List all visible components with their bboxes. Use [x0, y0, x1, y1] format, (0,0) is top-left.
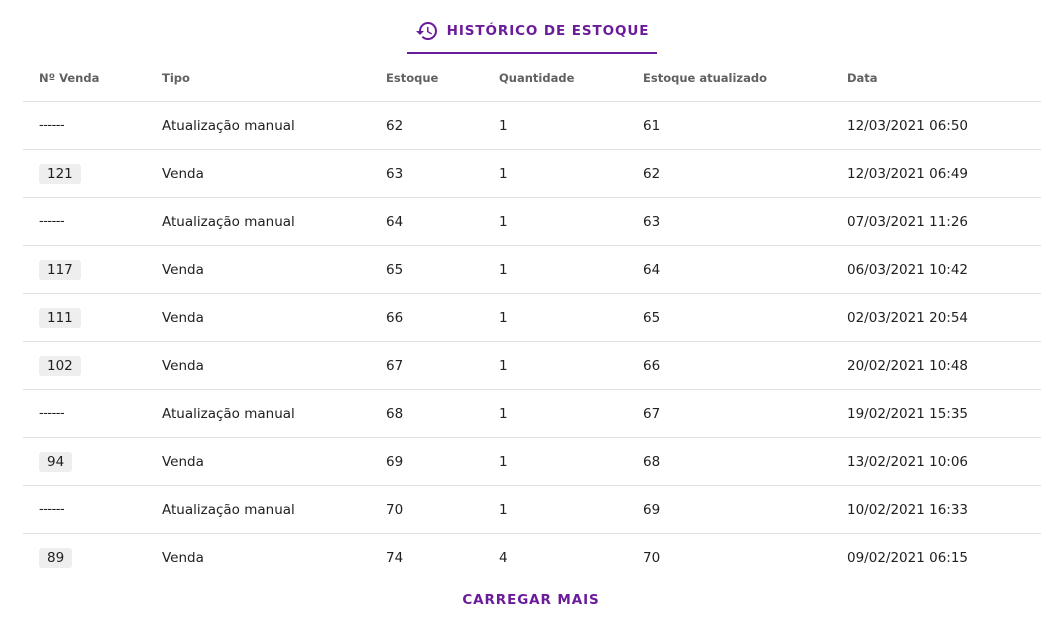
tab-active-indicator — [407, 52, 657, 54]
stock-cell: 70 — [386, 501, 404, 518]
quantity-cell: 1 — [499, 453, 508, 470]
stock-cell: 68 — [386, 405, 404, 422]
sale-number-chip[interactable]: 121 — [39, 163, 81, 184]
quantity-cell: 1 — [499, 501, 508, 518]
table-row: 117 Venda 65 1 64 06/03/2021 10:42 — [23, 246, 1041, 294]
sale-number-chip[interactable]: 111 — [39, 307, 81, 328]
type-cell: Atualização manual — [162, 405, 295, 422]
stock-cell: 66 — [386, 309, 404, 326]
sale-number-chip[interactable]: 89 — [39, 548, 73, 568]
date-cell: 12/03/2021 06:50 — [847, 117, 969, 134]
quantity-cell: 1 — [499, 165, 508, 182]
tab-label: HISTÓRICO DE ESTOQUE — [446, 23, 650, 39]
sale-number-cell: 94 — [39, 451, 73, 472]
table-row: 94 Venda 69 1 68 13/02/2021 10:06 — [23, 438, 1041, 486]
sale-number-empty: ------ — [39, 214, 65, 229]
date-cell: 10/02/2021 16:33 — [847, 501, 969, 518]
quantity-cell: 1 — [499, 117, 508, 134]
updated-stock-cell: 68 — [643, 453, 661, 470]
updated-stock-cell: 63 — [643, 213, 661, 230]
table-row: 121 Venda 63 1 62 12/03/2021 06:49 — [23, 150, 1041, 198]
sale-number-cell: 117 — [39, 259, 81, 280]
quantity-cell: 1 — [499, 405, 508, 422]
stock-cell: 62 — [386, 117, 404, 134]
sale-number-cell: 121 — [39, 163, 81, 184]
date-cell: 06/03/2021 10:42 — [847, 261, 969, 278]
stock-cell: 74 — [386, 550, 404, 566]
quantity-cell: 1 — [499, 261, 508, 278]
updated-stock-cell: 70 — [643, 550, 661, 566]
sale-number-empty: ------ — [39, 502, 65, 517]
type-cell: Venda — [162, 453, 204, 470]
quantity-cell: 1 — [499, 309, 508, 326]
header-updated-stock: Estoque atualizado — [643, 70, 767, 85]
type-cell: Venda — [162, 165, 204, 182]
type-cell: Venda — [162, 550, 204, 566]
date-cell: 09/02/2021 06:15 — [847, 550, 969, 566]
sale-number-chip[interactable]: 117 — [39, 259, 81, 280]
header-date: Data — [847, 70, 878, 85]
sale-number-empty: ------ — [39, 406, 65, 421]
table-row: ------ Atualização manual 68 1 67 19/02/2021 … — [23, 390, 1041, 438]
date-cell: 20/02/2021 10:48 — [847, 357, 969, 374]
header-stock: Estoque — [386, 70, 439, 85]
updated-stock-cell: 64 — [643, 261, 661, 278]
stock-cell: 67 — [386, 357, 404, 374]
table-row: 102 Venda 67 1 66 20/02/2021 10:48 — [23, 342, 1041, 390]
sale-number-chip[interactable]: 94 — [39, 451, 73, 472]
quantity-cell: 4 — [499, 550, 508, 566]
header-type: Tipo — [162, 70, 190, 85]
type-cell: Venda — [162, 309, 204, 326]
stock-cell: 69 — [386, 453, 404, 470]
updated-stock-cell: 62 — [643, 165, 661, 182]
quantity-cell: 1 — [499, 357, 508, 374]
table-row: ------ Atualização manual 70 1 69 10/02/2021 … — [23, 486, 1041, 534]
date-cell: 07/03/2021 11:26 — [847, 213, 969, 230]
sale-number-cell: 102 — [39, 355, 81, 376]
header-sale-number: Nº Venda — [39, 70, 100, 85]
stock-cell: 65 — [386, 261, 404, 278]
date-cell: 12/03/2021 06:49 — [847, 165, 969, 182]
type-cell: Venda — [162, 357, 204, 374]
tab-stock-history[interactable]: HISTÓRICO DE ESTOQUE — [407, 8, 657, 54]
updated-stock-cell: 61 — [643, 117, 661, 134]
updated-stock-cell: 66 — [643, 357, 661, 374]
table-row: 89 Venda 74 4 70 09/02/2021 06:15 — [23, 534, 1041, 582]
table-row: ------ Atualização manual 62 1 61 12/03/2021 … — [23, 102, 1041, 150]
stock-cell: 64 — [386, 213, 404, 230]
type-cell: Venda — [162, 261, 204, 278]
table-header: Nº Venda Tipo Estoque Quantidade Estoque… — [23, 54, 1041, 102]
sale-number-empty: ------ — [39, 118, 65, 133]
quantity-cell: 1 — [499, 213, 508, 230]
stock-cell: 63 — [386, 165, 404, 182]
sale-number-cell: 111 — [39, 307, 81, 328]
stock-history-table: Nº Venda Tipo Estoque Quantidade Estoque… — [23, 54, 1041, 582]
date-cell: 13/02/2021 10:06 — [847, 453, 969, 470]
type-cell: Atualização manual — [162, 213, 295, 230]
type-cell: Atualização manual — [162, 501, 295, 518]
table-row: 111 Venda 66 1 65 02/03/2021 20:54 — [23, 294, 1041, 342]
date-cell: 19/02/2021 15:35 — [847, 405, 969, 422]
history-icon — [415, 19, 439, 43]
load-more-button[interactable]: CARREGAR MAIS — [431, 586, 631, 614]
sale-number-chip[interactable]: 102 — [39, 355, 81, 376]
type-cell: Atualização manual — [162, 117, 295, 134]
header-quantity: Quantidade — [499, 70, 575, 85]
updated-stock-cell: 65 — [643, 309, 661, 326]
sale-number-cell: 89 — [39, 548, 73, 568]
table-body: ------ Atualização manual 62 1 61 12/03/2021 … — [23, 102, 1041, 582]
updated-stock-cell: 69 — [643, 501, 661, 518]
table-row: ------ Atualização manual 64 1 63 07/03/2021 … — [23, 198, 1041, 246]
date-cell: 02/03/2021 20:54 — [847, 309, 969, 326]
updated-stock-cell: 67 — [643, 405, 661, 422]
